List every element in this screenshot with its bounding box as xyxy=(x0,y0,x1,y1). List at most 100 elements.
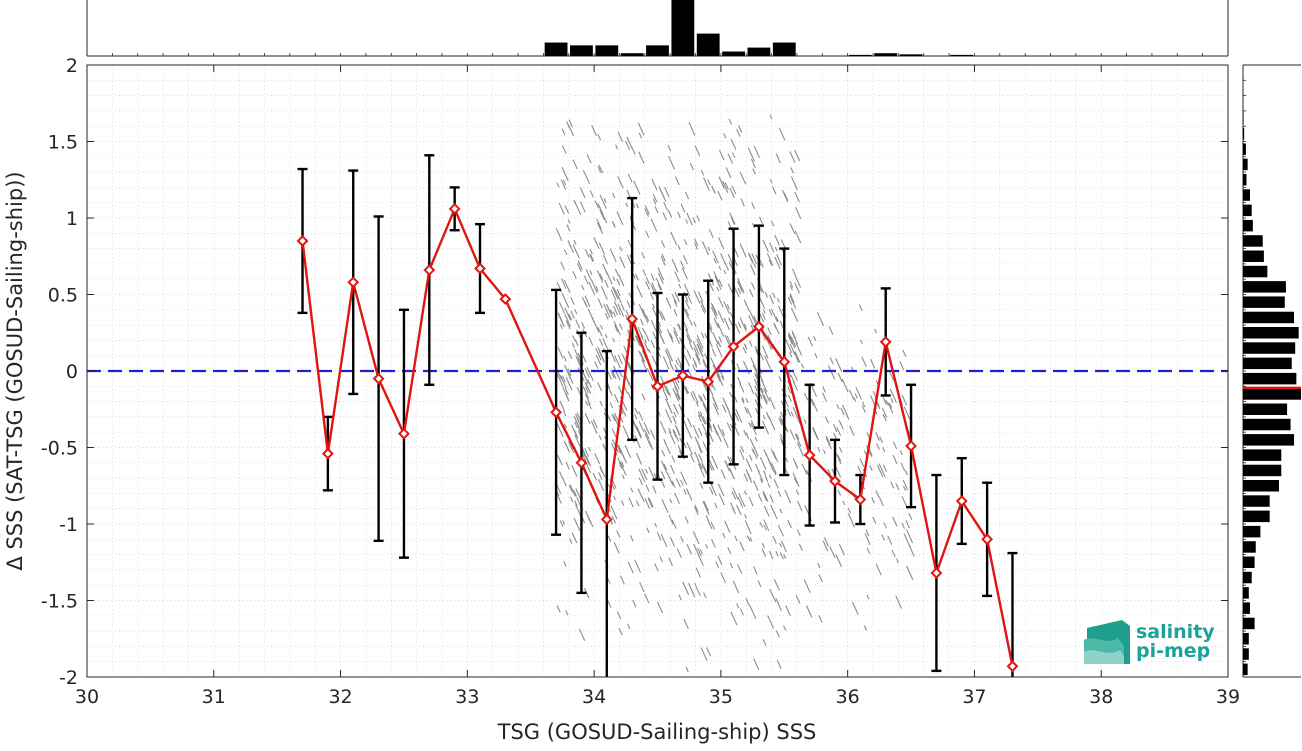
mean-marker xyxy=(448,202,461,215)
scatter-point xyxy=(838,543,845,556)
scatter-point xyxy=(749,536,753,542)
scatter-point xyxy=(582,371,589,385)
right-hist-bar xyxy=(1243,342,1296,354)
scatter-point xyxy=(599,273,604,280)
scatter-point xyxy=(612,414,619,427)
right-hist-bar xyxy=(1243,143,1246,155)
scatter-point xyxy=(662,212,667,221)
scatter-point xyxy=(709,283,714,292)
scatter-point xyxy=(559,375,567,389)
scatter-point xyxy=(731,491,737,500)
scatter-point xyxy=(762,639,767,646)
scatter-point xyxy=(617,457,624,470)
scatter-point xyxy=(694,362,698,368)
scatter-point xyxy=(753,145,760,159)
scatter-point xyxy=(772,186,777,195)
scatter-point xyxy=(641,308,646,315)
scatter-point xyxy=(904,470,908,476)
scatter-point xyxy=(745,398,749,404)
scatter-point xyxy=(837,454,842,462)
scatter-point xyxy=(689,342,694,350)
scatter-point xyxy=(738,125,743,133)
scatter-point xyxy=(661,481,666,488)
scatter-point xyxy=(872,516,877,524)
scatter-point xyxy=(644,208,650,217)
scatter-point xyxy=(555,228,563,242)
scatter-point xyxy=(908,545,915,557)
scatter-point xyxy=(783,625,787,632)
scatter-point xyxy=(635,335,642,348)
scatter-point xyxy=(563,279,571,293)
scatter-point xyxy=(858,304,863,312)
scatter-point xyxy=(776,254,783,266)
scatter-point xyxy=(569,496,574,503)
scatter-point xyxy=(779,542,783,548)
scatter-point xyxy=(572,244,580,259)
scatter-point xyxy=(669,361,675,372)
scatter-point xyxy=(612,311,617,317)
scatter-point xyxy=(687,295,693,304)
scatter-point xyxy=(762,309,766,314)
scatter-point xyxy=(674,271,681,283)
scatter-point xyxy=(722,180,729,193)
scatter-point xyxy=(797,501,803,512)
scatter-point xyxy=(767,414,771,420)
scatter-point xyxy=(895,558,899,564)
mean-marker xyxy=(626,313,639,325)
scatter-point xyxy=(764,475,769,482)
scatter-point xyxy=(597,133,602,141)
scatter-point xyxy=(685,425,693,439)
scatter-point xyxy=(778,417,783,426)
scatter-point xyxy=(803,392,809,401)
mean-series-line xyxy=(301,205,1014,667)
scatter-point xyxy=(606,304,614,319)
scatter-point xyxy=(822,392,828,402)
top-hist-bar xyxy=(570,45,593,56)
scatter-point xyxy=(594,361,599,369)
scatter-point xyxy=(648,497,654,508)
y-tick-label: -0.5 xyxy=(41,438,78,460)
scatter-point xyxy=(725,167,732,179)
scatter-point xyxy=(717,190,723,201)
scatter-point xyxy=(905,529,914,544)
mean-marker xyxy=(778,355,791,368)
scatter-point xyxy=(769,345,772,350)
scatter-point xyxy=(790,336,797,347)
scatter-point xyxy=(693,347,701,361)
scatter-point xyxy=(610,505,618,520)
scatter-point xyxy=(713,258,717,264)
scatter-point xyxy=(609,402,614,409)
scatter-point xyxy=(588,281,596,296)
scatter-point xyxy=(621,304,625,311)
scatter-point xyxy=(650,284,658,299)
scatter-point xyxy=(716,374,721,383)
scatter-point xyxy=(795,207,802,220)
scatter-point xyxy=(859,458,865,468)
scatter-point xyxy=(842,500,846,506)
scatter-point xyxy=(674,176,680,186)
scatter-point xyxy=(684,386,690,394)
scatter-point xyxy=(905,520,910,529)
scatter-point xyxy=(751,222,756,229)
scatter-point xyxy=(720,253,726,265)
scatter-point xyxy=(875,563,882,576)
scatter-point xyxy=(837,489,842,496)
scatter-point xyxy=(666,472,674,486)
scatter-point xyxy=(590,254,595,262)
scatter-point xyxy=(607,535,612,542)
scatter-point xyxy=(694,582,701,597)
scatter-point xyxy=(561,128,566,136)
scatter-point xyxy=(773,478,779,489)
scatter-point xyxy=(620,461,625,468)
scatter-point xyxy=(560,278,567,289)
scatter-point xyxy=(617,176,624,189)
scatter-point xyxy=(634,407,639,415)
scatter-point xyxy=(717,310,725,324)
scatter-point xyxy=(792,406,797,414)
mean-marker xyxy=(676,369,689,382)
scatter-point xyxy=(775,551,779,557)
x-tick-label: 34 xyxy=(582,686,606,708)
scatter-point xyxy=(584,295,591,307)
scatter-point xyxy=(617,354,623,365)
x-tick-label: 39 xyxy=(1216,686,1240,708)
